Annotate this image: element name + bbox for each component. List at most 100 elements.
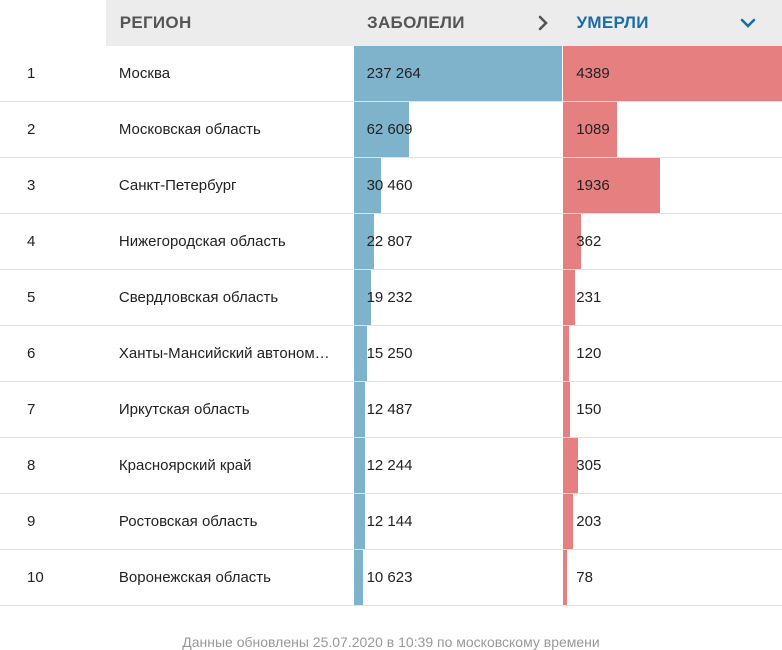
chevron-right-icon xyxy=(538,15,548,31)
row-cases-cell: 10 623 xyxy=(353,550,562,605)
row-region-cell: Ханты-Мансийский автоном… xyxy=(105,326,352,381)
cases-value: 10 623 xyxy=(366,569,413,586)
row-rank: 6 xyxy=(27,345,36,362)
row-cases-cell: 12 487 xyxy=(353,382,562,437)
deaths-bar xyxy=(563,326,570,381)
cases-bar xyxy=(353,158,381,213)
deaths-bar xyxy=(563,550,568,605)
cases-bar xyxy=(353,494,365,549)
sort-by-deaths-button[interactable]: УМЕРЛИ xyxy=(564,0,782,46)
row-deaths-cell: 4389 xyxy=(563,46,782,101)
row-region-cell: Москва xyxy=(105,46,352,101)
cases-bar xyxy=(353,46,562,101)
cases-bar xyxy=(353,102,409,157)
row-region-name: Санкт-Петербург xyxy=(118,177,237,194)
table-row: 10 Воронежская область 10 623 78 xyxy=(0,550,782,606)
row-region-cell: Нижегородская область xyxy=(105,214,352,269)
row-rank: 10 xyxy=(27,569,44,586)
table-row: 8 Красноярский край 12 244 305 xyxy=(0,438,782,494)
table-row: 2 Московская область 62 609 1089 xyxy=(0,102,782,158)
deaths-value: 231 xyxy=(576,289,602,306)
row-region-name: Москва xyxy=(118,65,171,82)
deaths-bar xyxy=(563,382,571,437)
table-row: 9 Ростовская область 12 144 203 xyxy=(0,494,782,550)
row-cases-cell: 12 144 xyxy=(353,494,562,549)
table-row: 6 Ханты-Мансийский автоном… 15 250 120 xyxy=(0,326,782,382)
row-deaths-cell: 1936 xyxy=(563,158,782,213)
deaths-value: 1089 xyxy=(576,121,610,138)
row-region-cell: Красноярский край xyxy=(105,438,352,493)
row-cases-cell: 19 232 xyxy=(353,270,562,325)
row-deaths-cell: 150 xyxy=(563,382,782,437)
row-cases-cell: 237 264 xyxy=(353,46,562,101)
row-region-name: Свердловская область xyxy=(118,289,279,306)
header-cases-label: ЗАБОЛЕЛИ xyxy=(367,13,465,32)
cases-value: 19 232 xyxy=(366,289,413,306)
cases-value: 12 487 xyxy=(366,401,413,418)
update-note: Данные обновлены 25.07.2020 в 10:39 по м… xyxy=(182,634,600,650)
row-region-cell: Свердловская область xyxy=(105,270,352,325)
row-rank: 7 xyxy=(27,401,36,418)
row-rank: 2 xyxy=(27,121,36,138)
row-cases-cell: 12 244 xyxy=(353,438,562,493)
row-region-name: Московская область xyxy=(118,121,261,138)
row-region-cell: Воронежская область xyxy=(105,550,352,605)
row-cases-cell: 30 460 xyxy=(353,158,562,213)
row-deaths-cell: 305 xyxy=(563,438,782,493)
row-deaths-cell: 78 xyxy=(563,550,782,605)
row-rank: 1 xyxy=(27,65,36,82)
deaths-value: 1936 xyxy=(576,177,610,194)
deaths-bar xyxy=(563,270,576,325)
cases-value: 15 250 xyxy=(366,345,413,362)
cases-bar xyxy=(353,382,365,437)
deaths-value: 78 xyxy=(576,569,593,586)
table-body: 1 Москва 237 264 4389 2 Московская область 62 … xyxy=(0,46,782,606)
row-deaths-cell: 1089 xyxy=(563,102,782,157)
row-region-cell: Ростовская область xyxy=(105,494,352,549)
row-region-name: Иркутская область xyxy=(118,401,250,418)
deaths-value: 305 xyxy=(576,457,602,474)
row-region-cell: Московская область xyxy=(105,102,352,157)
sort-by-cases-button[interactable]: ЗАБОЛЕЛИ xyxy=(354,0,561,46)
table-header: РЕГИОН ЗАБОЛЕЛИ УМЕРЛИ xyxy=(0,0,782,46)
cases-bar xyxy=(353,270,371,325)
row-cases-cell: 22 807 xyxy=(353,214,562,269)
row-rank: 4 xyxy=(27,233,36,250)
deaths-value: 120 xyxy=(576,345,602,362)
deaths-value: 362 xyxy=(576,233,602,250)
deaths-bar xyxy=(563,46,782,101)
row-deaths-cell: 203 xyxy=(563,494,782,549)
row-region-name: Нижегородская область xyxy=(118,233,286,250)
deaths-bar xyxy=(563,102,618,157)
row-deaths-cell: 362 xyxy=(563,214,782,269)
header-region-label: РЕГИОН xyxy=(119,13,192,32)
chevron-down-icon xyxy=(740,18,756,28)
deaths-bar xyxy=(563,494,574,549)
deaths-value: 150 xyxy=(576,401,602,418)
table-row: 5 Свердловская область 19 232 231 xyxy=(0,270,782,326)
table-row: 1 Москва 237 264 4389 xyxy=(0,46,782,102)
deaths-value: 203 xyxy=(576,513,602,530)
cases-bar xyxy=(353,550,363,605)
cases-value: 22 807 xyxy=(366,233,413,250)
row-rank: 5 xyxy=(27,289,36,306)
row-cases-cell: 62 609 xyxy=(353,102,562,157)
row-cases-cell: 15 250 xyxy=(353,326,562,381)
deaths-bar xyxy=(563,158,661,213)
row-region-name: Красноярский край xyxy=(118,457,252,474)
table-row: 7 Иркутская область 12 487 150 xyxy=(0,382,782,438)
cases-bar xyxy=(353,438,365,493)
header-region: РЕГИОН xyxy=(106,0,352,46)
cases-bar xyxy=(353,214,374,269)
table-row: 4 Нижегородская область 22 807 362 xyxy=(0,214,782,270)
row-rank: 8 xyxy=(27,457,36,474)
row-deaths-cell: 120 xyxy=(563,326,782,381)
row-region-cell: Санкт-Петербург xyxy=(105,158,352,213)
row-deaths-cell: 231 xyxy=(563,270,782,325)
row-rank: 9 xyxy=(27,513,36,530)
cases-value: 62 609 xyxy=(366,121,413,138)
cases-value: 30 460 xyxy=(366,177,413,194)
row-rank: 3 xyxy=(27,177,36,194)
cases-value: 12 244 xyxy=(366,457,413,474)
